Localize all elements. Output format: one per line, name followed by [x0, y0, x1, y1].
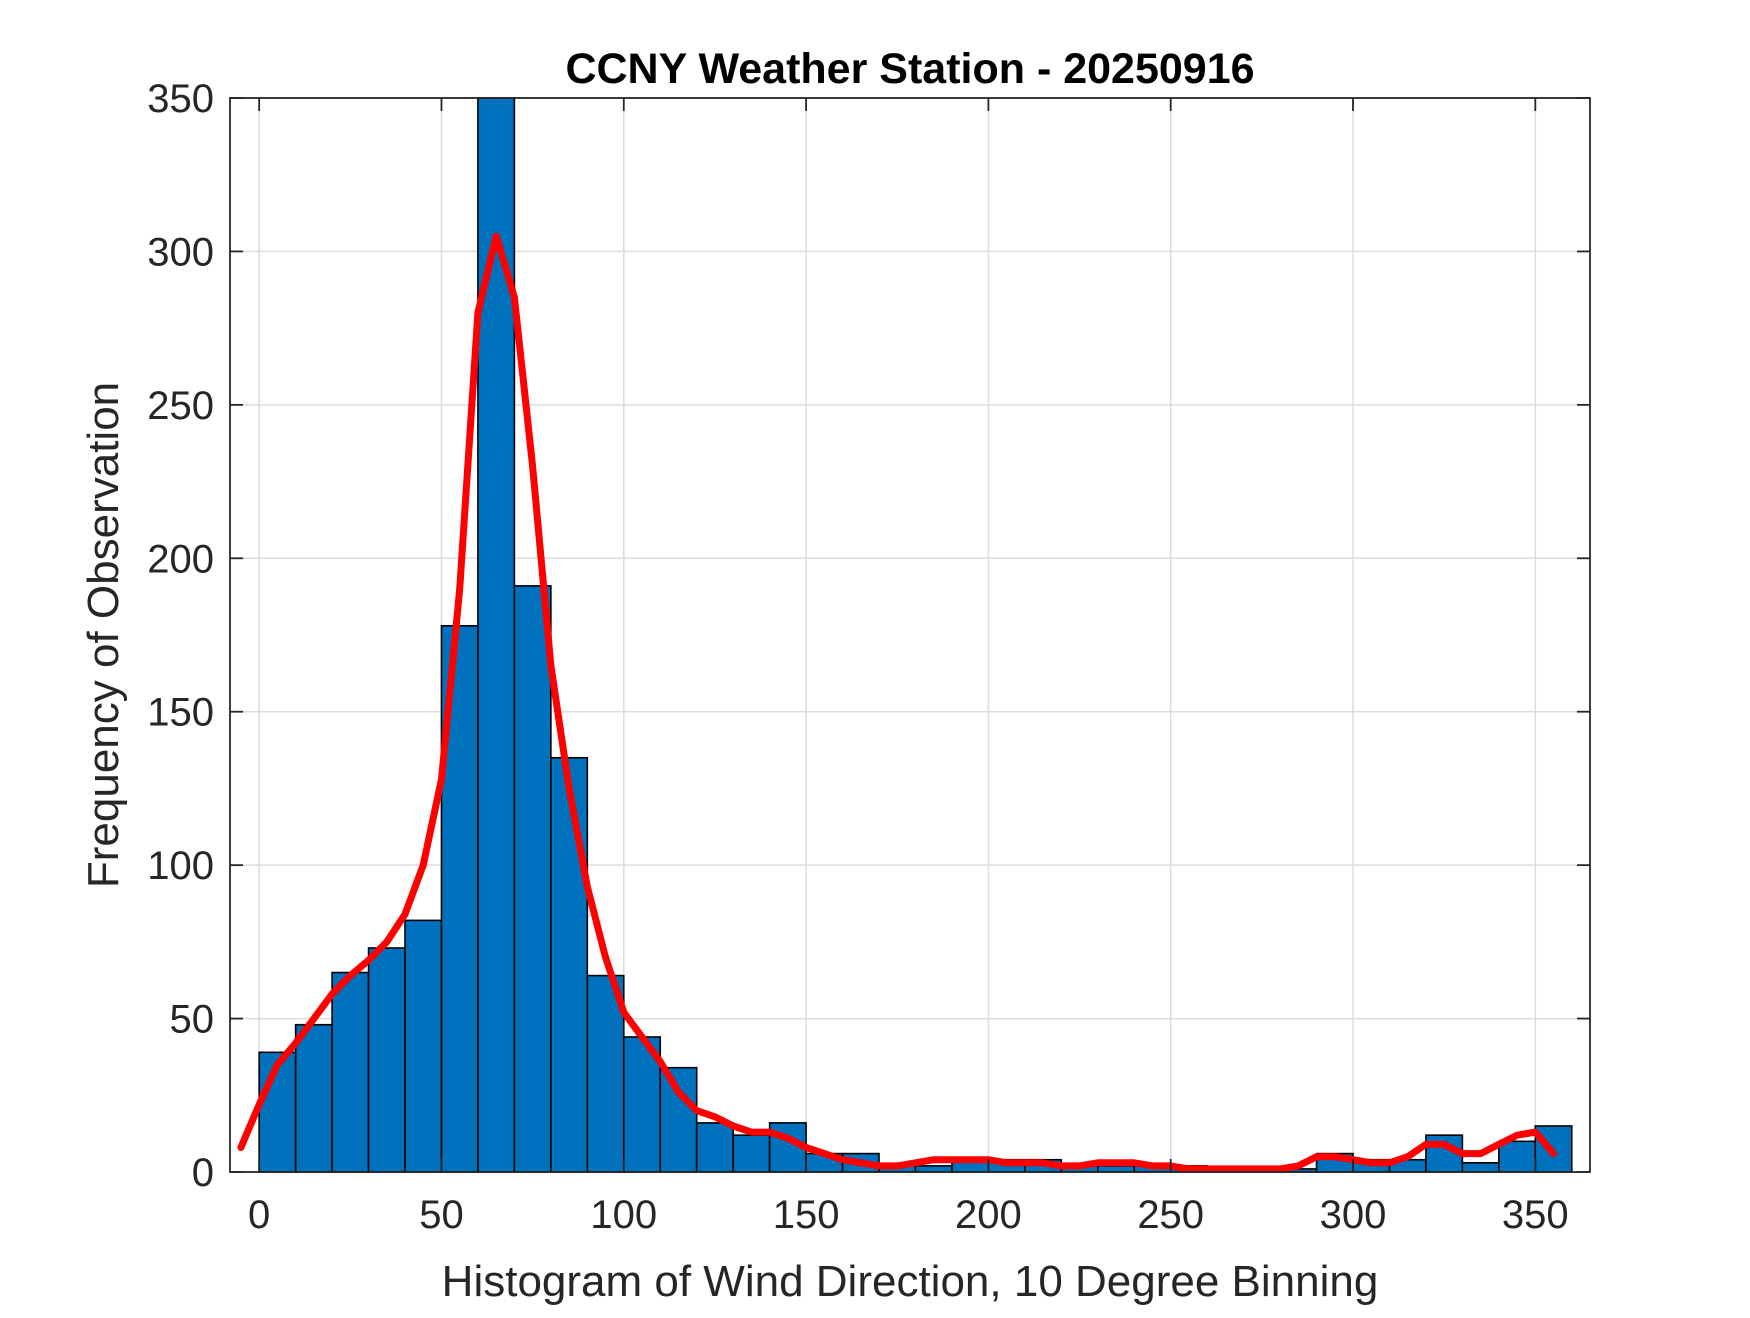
y-tick-label-5: 250	[147, 384, 214, 428]
y-tick-label-0: 0	[192, 1151, 214, 1195]
histogram-bar-1	[294, 1023, 333, 1173]
x-tick-label-2: 100	[590, 1193, 657, 1237]
x-tick-label-3: 150	[773, 1193, 840, 1237]
histogram-bar-6	[477, 97, 516, 1173]
histogram-bar-12	[695, 1122, 734, 1173]
y-tick-label-6: 300	[147, 230, 214, 274]
histogram-bar-7	[513, 585, 552, 1173]
tick-labels: 0 50 100 150 200 250 300 350 0 50 100 150 200 250 300 3…	[147, 77, 1568, 1237]
histogram-bar-3	[367, 947, 406, 1173]
y-axis-label: Frequency of Observation	[79, 382, 128, 888]
histogram-bar-2	[331, 971, 370, 1173]
smoothed-curve-line-0	[237, 232, 1557, 1173]
smoothed-curve-layer	[237, 232, 1557, 1173]
histogram-bar-11	[659, 1066, 698, 1173]
histogram-bar-18	[914, 1165, 953, 1173]
y-tick-label-2: 100	[147, 844, 214, 888]
x-tick-label-6: 300	[1320, 1193, 1387, 1237]
histogram-bar-33	[1461, 1161, 1500, 1173]
histogram-bar-13	[732, 1134, 771, 1173]
histogram-bar-8	[550, 756, 589, 1173]
y-tick-label-4: 200	[147, 537, 214, 581]
x-tick-label-4: 200	[955, 1193, 1022, 1237]
histogram-bar-9	[586, 974, 625, 1173]
chart-title: CCNY Weather Station - 20250916	[565, 45, 1254, 93]
histogram-bar-34	[1498, 1140, 1537, 1173]
axes-frame	[229, 97, 1591, 1173]
x-axis-label: Histogram of Wind Direction, 10 Degree B…	[442, 1257, 1379, 1306]
histogram-bar-23	[1096, 1165, 1136, 1173]
y-tick-label-3: 150	[147, 691, 214, 735]
x-tick-label-7: 350	[1502, 1193, 1569, 1237]
axes	[229, 97, 1591, 1173]
x-tick-label-0: 0	[248, 1193, 270, 1237]
x-tick-label-1: 50	[419, 1193, 464, 1237]
y-tick-label-7: 350	[147, 77, 214, 121]
histogram-bar-4	[404, 919, 443, 1173]
y-tick-label-1: 50	[170, 998, 215, 1042]
x-tick-label-5: 250	[1137, 1193, 1204, 1237]
